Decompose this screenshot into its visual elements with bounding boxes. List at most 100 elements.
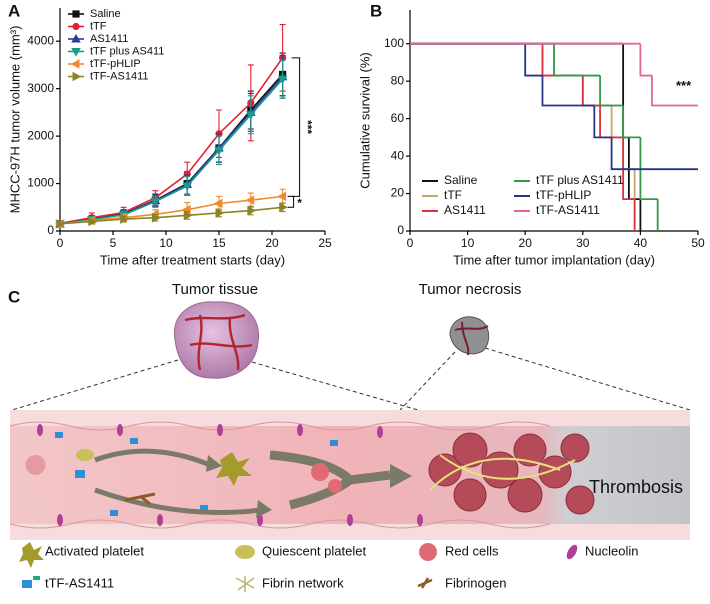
legend-label: tTF plus AS1411 <box>536 173 624 187</box>
y-tick-label: 4000 <box>27 33 54 47</box>
x-tick-label: 10 <box>461 236 475 250</box>
x-tick-label: 30 <box>576 236 590 250</box>
y-tick-label: 100 <box>384 36 404 50</box>
diagram-legend: Activated platelet Quiescent platelet Re… <box>19 542 638 592</box>
marker <box>213 198 223 209</box>
bracket <box>287 195 295 208</box>
x-axis-label: Time after tumor implantation (day) <box>453 252 655 267</box>
tumor-necrosis-icon <box>449 316 490 356</box>
legend-label: tTF-AS1411 <box>45 575 114 590</box>
diagram: C Tumor tissue Tumor necrosis <box>8 281 691 592</box>
panel-label: B <box>370 1 382 20</box>
marker <box>71 48 81 57</box>
marker <box>56 219 66 229</box>
y-axis-label: MHCC-97H tumor volume (mm³) <box>7 26 22 214</box>
marker <box>70 59 80 69</box>
survival-step <box>639 43 652 77</box>
legend-label: Saline <box>444 173 478 187</box>
marker <box>277 191 287 202</box>
vessel: Thrombosis <box>9 410 690 540</box>
marker <box>72 71 82 82</box>
x-tick-label: 50 <box>691 236 705 250</box>
marker <box>88 216 97 227</box>
diagram-label: Thrombosis <box>589 477 683 497</box>
y-axis-label: Cumulative survival (%) <box>357 52 372 189</box>
y-tick-label: 0 <box>397 223 404 237</box>
survival-step <box>610 105 624 139</box>
legend-label: Activated platelet <box>45 543 144 558</box>
survival-step <box>541 75 595 107</box>
x-tick-label: 10 <box>159 236 173 250</box>
legend-label: tTF <box>90 20 107 32</box>
series-line <box>59 206 283 225</box>
survival-step <box>524 43 543 77</box>
x-tick-label: 40 <box>634 236 648 250</box>
survival-step <box>541 43 583 77</box>
marker <box>183 170 191 178</box>
x-tick-label: 20 <box>265 236 279 250</box>
y-tick-label: 60 <box>391 111 405 125</box>
x-tick-label: 15 <box>212 236 226 250</box>
y-tick-label: 3000 <box>27 81 54 95</box>
survival-step <box>581 75 612 107</box>
marker <box>215 208 225 218</box>
bracket <box>291 57 301 197</box>
marker <box>277 75 288 85</box>
marker <box>72 10 80 18</box>
y-tick-label: 80 <box>391 73 405 87</box>
annotation: *** <box>300 120 314 134</box>
survival-step <box>639 137 658 201</box>
survival-step <box>599 75 624 107</box>
x-tick-label: 20 <box>519 236 533 250</box>
legend-label: Nucleolin <box>585 543 638 558</box>
panel-label: A <box>8 1 20 20</box>
diagram-label: Tumor necrosis <box>419 281 522 298</box>
marker <box>245 195 255 205</box>
y-tick-label: 1000 <box>27 176 54 190</box>
series-line <box>59 195 283 225</box>
y-tick-label: 40 <box>391 148 405 162</box>
survival-step <box>581 75 601 107</box>
survival-step <box>651 75 698 107</box>
legend-label: Saline <box>90 8 121 20</box>
y-tick-label: 20 <box>391 186 405 200</box>
legend-label: tTF <box>444 188 462 202</box>
legend-label: Fibrin network <box>262 575 344 590</box>
legend-label: tTF-AS1411 <box>90 70 149 82</box>
marker <box>182 182 192 192</box>
legend-label: Fibrinogen <box>445 575 506 590</box>
marker <box>246 111 256 120</box>
marker <box>247 205 256 216</box>
legend-label: tTF-pHLIP <box>90 58 141 70</box>
y-tick-label: 2000 <box>27 128 54 142</box>
legend-label: tTF plus AS411 <box>90 45 164 57</box>
marker <box>183 210 193 221</box>
marker <box>279 202 288 213</box>
legend-label: tTF-pHLIP <box>536 188 591 202</box>
survival-step <box>593 105 612 139</box>
survival-step <box>622 105 641 139</box>
annotation: * <box>297 196 302 210</box>
series-line <box>59 57 284 225</box>
legend-label: Red cells <box>445 543 499 558</box>
marker <box>151 212 161 223</box>
x-tick-label: 0 <box>57 236 64 250</box>
marker <box>120 214 129 224</box>
survival-step <box>541 43 583 77</box>
legend-label: Quiescent platelet <box>262 543 366 558</box>
legend-label: AS1411 <box>90 33 128 45</box>
x-tick-label: 0 <box>407 236 414 250</box>
x-tick-label: 25 <box>318 236 332 250</box>
diagram-label: Tumor tissue <box>172 281 258 298</box>
tumor-tissue-icon <box>173 301 260 379</box>
survival-step <box>553 43 601 77</box>
x-tick-label: 5 <box>110 236 117 250</box>
survival-step <box>610 137 698 171</box>
y-tick-label: 0 <box>47 223 54 237</box>
dashed-guides <box>11 347 691 411</box>
series-line <box>59 78 284 225</box>
annotation: *** <box>676 78 692 93</box>
marker <box>71 33 81 43</box>
